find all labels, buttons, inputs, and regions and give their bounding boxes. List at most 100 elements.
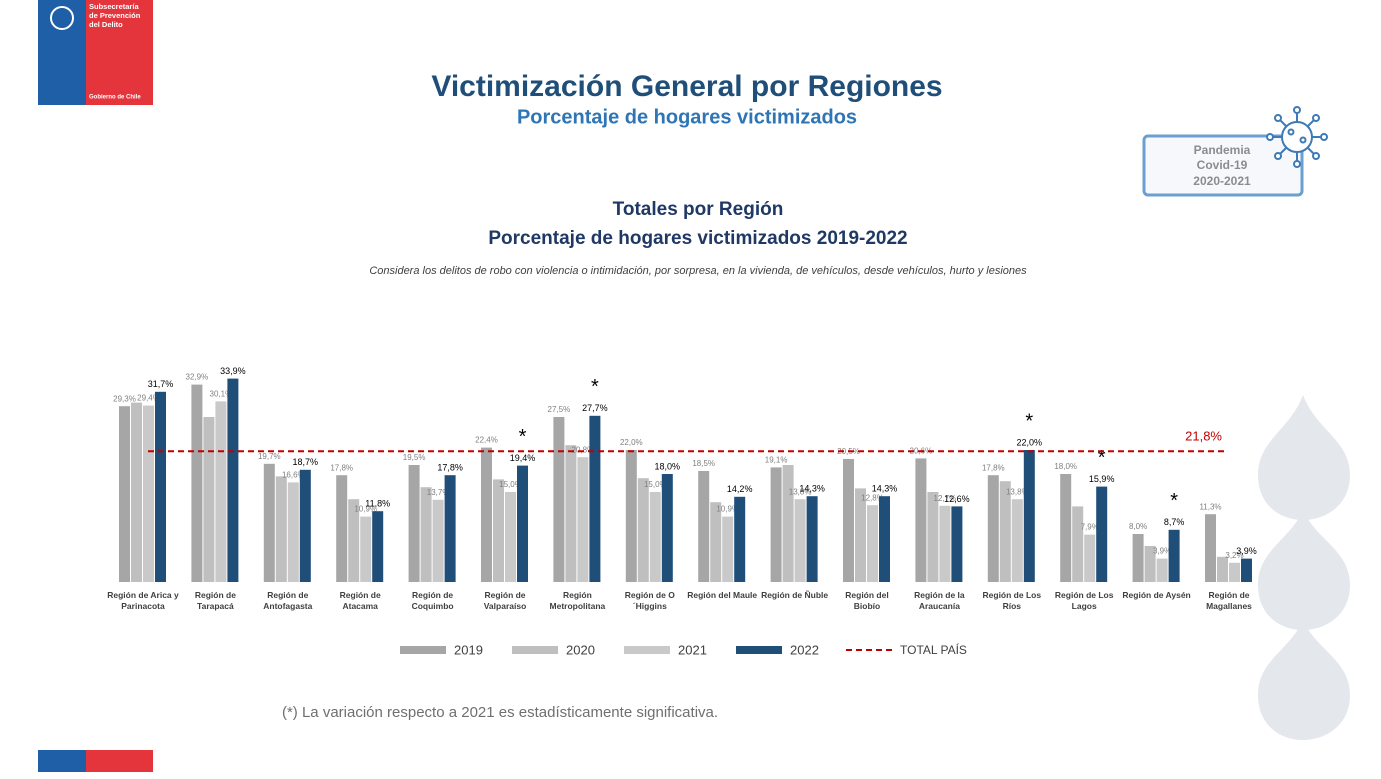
bar — [348, 499, 360, 582]
bar — [1144, 546, 1156, 582]
value-label: 18,7% — [293, 457, 319, 467]
x-tick-label: Región de Tarapacá — [194, 590, 236, 611]
bar — [517, 465, 528, 582]
bar — [661, 474, 673, 582]
x-tick-label: Región de O´Higgins — [624, 590, 675, 611]
x-tick-label: Región de Antofagasta — [263, 590, 313, 611]
legend-swatch — [512, 646, 558, 654]
bar — [481, 447, 492, 582]
bar — [1241, 558, 1252, 582]
value-label: 8,7% — [1164, 517, 1185, 527]
value-label: 32,9% — [186, 373, 209, 382]
legend-label: 2019 — [454, 642, 483, 657]
bar — [782, 465, 794, 582]
value-label: 31,7% — [148, 379, 174, 389]
bar — [1205, 514, 1216, 582]
value-label: 27,5% — [548, 405, 571, 414]
bar — [1096, 486, 1108, 582]
value-label: 12,7% — [934, 494, 957, 503]
bar — [1132, 534, 1144, 582]
bar — [275, 476, 287, 582]
bar — [843, 459, 854, 582]
value-label: 20,8% — [572, 445, 595, 454]
x-tick-label: Región de Atacama — [339, 590, 381, 611]
badge-text: 2020-2021 — [1193, 174, 1251, 188]
chart-title: Totales por Región — [613, 199, 784, 220]
value-label: 15,0% — [644, 480, 667, 489]
value-label: 8,0% — [1129, 522, 1147, 531]
significance-marker: * — [1025, 410, 1033, 432]
bar — [806, 496, 818, 582]
bar — [927, 492, 939, 582]
bar — [1156, 558, 1168, 582]
value-label: 7,9% — [1081, 523, 1099, 532]
value-label: 13,7% — [427, 488, 450, 497]
x-tick-label: Región de la Araucanía — [914, 590, 965, 611]
bar — [951, 506, 963, 582]
bar — [565, 445, 577, 582]
logo-text: Subsecretaría — [89, 2, 139, 11]
bar — [1023, 450, 1035, 582]
legend-label: 2020 — [566, 642, 595, 657]
value-label: 12,6% — [944, 494, 970, 504]
bar — [360, 516, 372, 582]
bar — [637, 478, 649, 582]
significance-marker: * — [591, 376, 599, 398]
x-tick-label: Región del Biobío — [845, 590, 889, 611]
chart-subtitle: Porcentaje de hogares victimizados 2019-… — [488, 228, 907, 249]
bar — [1084, 534, 1096, 582]
badge-text: Pandemia — [1194, 143, 1251, 157]
bar — [770, 467, 782, 582]
value-label: 17,8% — [330, 463, 353, 472]
value-label: 30,1% — [210, 390, 233, 399]
logo-blue — [38, 0, 86, 105]
value-label: 3,9% — [1153, 547, 1171, 556]
value-label: 19,5% — [403, 453, 426, 462]
x-tick-label: Región de Arica y Parinacota — [107, 590, 179, 611]
value-label: 18,5% — [692, 459, 715, 468]
value-label: 16,6% — [282, 471, 305, 480]
bar — [577, 457, 589, 582]
value-label: 29,4% — [137, 394, 160, 403]
footer-blue — [38, 750, 86, 772]
x-tick-label: Región de Los Ríos — [982, 590, 1042, 611]
bar — [505, 492, 516, 582]
badge-box — [1142, 134, 1304, 197]
bar — [855, 488, 866, 582]
footnote: (*) La variación respecto a 2021 es esta… — [282, 704, 718, 721]
decoration — [1258, 395, 1350, 740]
bar — [649, 492, 661, 582]
legend-label: 2021 — [678, 642, 707, 657]
bar — [1060, 474, 1072, 582]
x-tick-label: Región del Maule — [687, 590, 758, 600]
bar — [119, 406, 130, 582]
logo-text: del Delito — [89, 20, 123, 29]
x-tick-label: Región de Los Lagos — [1054, 590, 1114, 611]
bar — [191, 384, 203, 582]
legend-swatch — [400, 646, 446, 654]
value-label: 22,0% — [620, 438, 643, 447]
bar — [432, 499, 444, 582]
footer-red — [86, 750, 153, 772]
logo-text: de Prevención — [89, 11, 141, 20]
value-label: 13,8% — [1006, 487, 1029, 496]
bar — [1072, 506, 1084, 582]
bar — [722, 516, 734, 582]
value-label: 14,3% — [872, 484, 898, 494]
value-label: 17,8% — [982, 463, 1005, 472]
value-label: 11,8% — [365, 499, 390, 509]
bar — [287, 482, 299, 582]
value-label: 19,4% — [510, 453, 536, 463]
bar — [203, 417, 215, 582]
bar — [215, 401, 227, 582]
value-label: 19,1% — [765, 456, 788, 465]
bar — [263, 463, 275, 582]
value-label: 22,0% — [1017, 437, 1043, 447]
bar — [493, 479, 504, 582]
logo-footer: Gobierno de Chile — [89, 95, 141, 101]
bar — [867, 505, 878, 582]
bar — [999, 481, 1011, 582]
bar — [625, 450, 637, 582]
